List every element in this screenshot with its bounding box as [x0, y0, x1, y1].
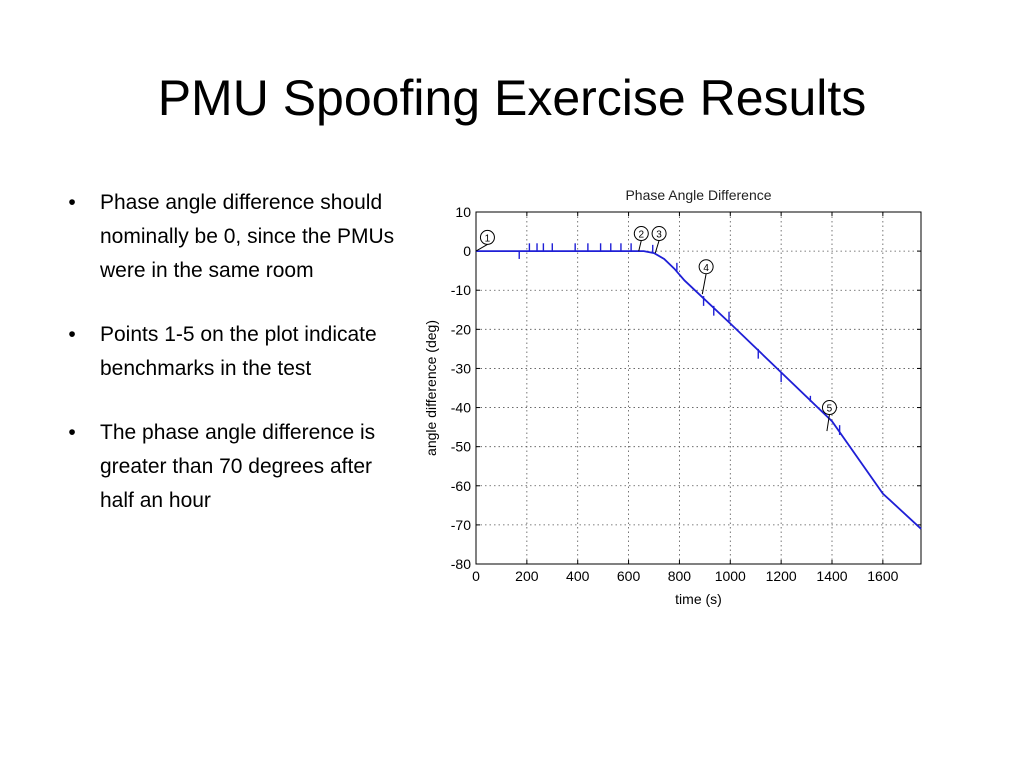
- benchmark-marker: [633, 226, 649, 242]
- y-tick-label: -70: [451, 517, 471, 533]
- phase-angle-chart: 0 200 400 600 800 1000 1200 1400 1600 10 0 -10 -20 -3…: [410, 180, 950, 620]
- bullet-marker: •: [68, 323, 76, 346]
- chart-title: Phase Angle Difference: [625, 187, 771, 203]
- benchmark-annotation: 5: [821, 400, 837, 432]
- x-axis-label: time (s): [675, 591, 722, 607]
- y-axis-label: angle difference (deg): [423, 320, 439, 456]
- benchmark-label: 2: [639, 230, 645, 241]
- bullet-item: • The phase angle difference is greater …: [62, 416, 397, 518]
- y-tick-label: -50: [451, 439, 471, 455]
- benchmark-leader-line: [654, 240, 660, 254]
- y-tick-label: -20: [451, 321, 471, 337]
- benchmark-leader-line: [475, 243, 488, 252]
- benchmark-annotation: 3: [651, 226, 667, 254]
- benchmark-label: 3: [656, 230, 662, 241]
- benchmark-leader-line: [826, 414, 830, 432]
- y-tick-label: -40: [451, 400, 471, 416]
- chart-svg: 0 200 400 600 800 1000 1200 1400 1600 10 0 -10 -20 -3…: [423, 187, 922, 607]
- x-tick-label: 800: [668, 568, 692, 584]
- bullet-marker: •: [68, 191, 76, 214]
- benchmark-annotation: 2: [633, 226, 649, 252]
- y-tick-label: 0: [463, 243, 471, 259]
- x-tick-label: 200: [515, 568, 539, 584]
- slide-title: PMU Spoofing Exercise Results: [157, 70, 867, 126]
- x-tick-label: 600: [617, 568, 641, 584]
- benchmark-leader-line: [638, 240, 642, 252]
- benchmark-leader-line: [701, 273, 707, 295]
- x-tick-label: 1400: [816, 568, 847, 584]
- benchmark-marker: [651, 226, 667, 242]
- x-tick-label: 1200: [766, 568, 797, 584]
- benchmark-annotation: 4: [698, 259, 714, 295]
- benchmark-annotation: 1: [475, 229, 495, 252]
- bullet-item: • Points 1-5 on the plot indicate benchm…: [62, 318, 397, 386]
- plot-frame: [475, 211, 922, 565]
- y-tick-label: -80: [451, 556, 471, 572]
- y-tick-label: -10: [451, 282, 471, 298]
- x-tick-label: 0: [472, 568, 480, 584]
- x-tick-label: 1600: [867, 568, 898, 584]
- y-tick-label: 10: [455, 204, 471, 220]
- benchmark-marker: [698, 259, 714, 275]
- benchmark-label: 5: [827, 404, 833, 415]
- benchmark-label: 4: [703, 263, 709, 274]
- bullet-list: • Phase angle difference should nominall…: [62, 186, 397, 548]
- bullet-text: Phase angle difference should nominally …: [100, 191, 395, 282]
- x-tick-label: 400: [566, 568, 590, 584]
- benchmark-marker: [479, 229, 495, 245]
- angle-difference-line: [476, 250, 922, 530]
- plot-area: [476, 212, 921, 564]
- series-group: [476, 243, 922, 530]
- y-tick-label: -60: [451, 478, 471, 494]
- bullet-text: The phase angle difference is greater th…: [100, 421, 376, 512]
- benchmark-label: 1: [485, 233, 491, 244]
- bullet-item: • Phase angle difference should nominall…: [62, 186, 397, 288]
- benchmark-marker: [821, 400, 837, 416]
- x-tick-label: 1000: [715, 568, 746, 584]
- bullet-marker: •: [68, 421, 76, 444]
- bullet-text: Points 1-5 on the plot indicate benchmar…: [100, 323, 377, 380]
- y-tick-label: -30: [451, 360, 471, 376]
